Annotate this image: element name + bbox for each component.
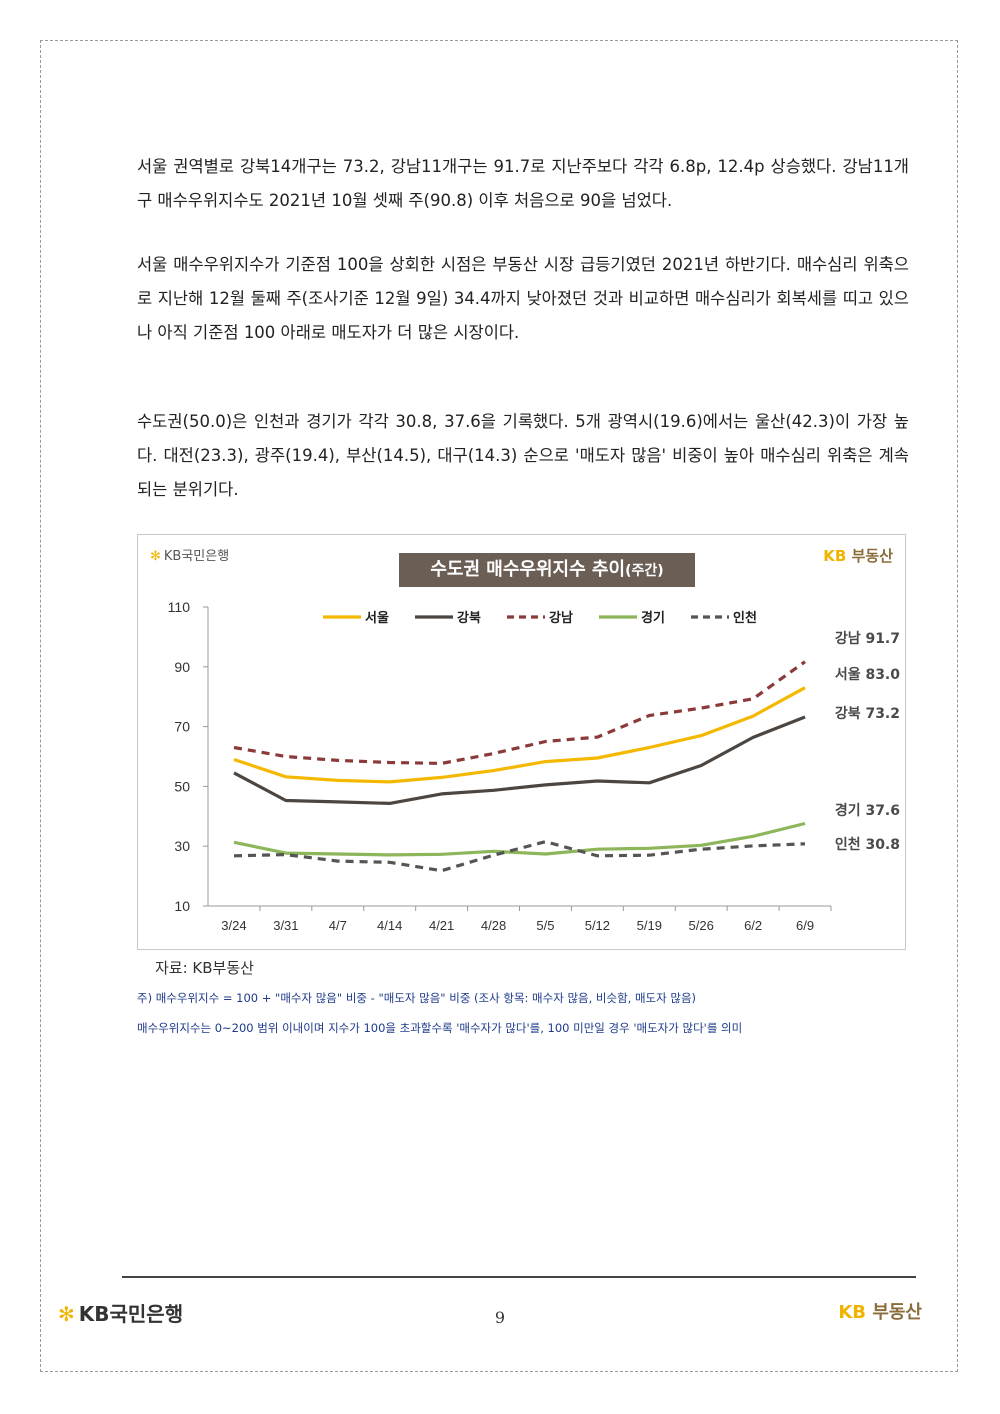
footer-kb-bank-text: KB국민은행 [78, 1302, 184, 1326]
series-line-경기 [233, 821, 806, 857]
note-line-1: 주) 매수우위지수 = 100 + "매수자 많음" 비중 - "매도자 많음"… [137, 991, 697, 1005]
x-tick-label: 4/28 [481, 918, 506, 933]
legend-label: 서울 [365, 610, 389, 626]
y-tick-label: 10 [174, 898, 190, 914]
footer-kb-bank-logo: ✻ KB국민은행 [58, 1298, 183, 1327]
body-paragraph-2: 서울 매수우위지수가 기준점 100을 상회한 시점은 부동산 시장 급등기였던… [137, 255, 909, 342]
y-tick-label: 110 [168, 599, 191, 615]
x-tick-label: 5/26 [689, 918, 714, 933]
page-frame [40, 40, 958, 1372]
footer-kb-realestate-text: 부동산 [872, 1302, 922, 1323]
x-tick-label: 3/31 [273, 918, 298, 933]
x-tick-label: 4/7 [329, 918, 347, 933]
kb-bank-logo: ✻ KB국민은행 [150, 545, 229, 564]
series-end-label: 강남 91.7 [835, 630, 900, 647]
series-end-label: 경기 37.6 [835, 802, 900, 819]
footer-divider [122, 1276, 916, 1278]
footer-kb-mark: KB [838, 1302, 867, 1323]
chart-title-main: 수도권 매수우위지수 추이 [430, 559, 626, 580]
x-tick-label: 5/5 [536, 918, 554, 933]
series-end-label: 인천 30.8 [835, 836, 900, 853]
footer-kb-star-icon: ✻ [58, 1302, 75, 1326]
line-chart: 10 30 50 70 90 110 3/24 3/31 4/7 4/14 4/21 4/28 5/5 5… [168, 599, 901, 933]
body-paragraph-1: 서울 권역별로 강북14개구는 73.2, 강남11개구는 91.7로 지난주보… [137, 157, 909, 210]
x-tick-label: 4/21 [429, 918, 454, 933]
source-caption: 자료: KB부동산 [155, 959, 254, 977]
page-number: 9 [494, 1308, 506, 1327]
y-tick-label: 90 [174, 659, 190, 675]
kb-star-icon: ✻ [150, 549, 161, 564]
chart-container: ✻ KB국민은행 KB 부동산 수도권 매수우위지수 추이(주간) 10 30 50 7… [137, 534, 906, 950]
legend-label: 인천 [733, 610, 757, 626]
kb-bank-logo-text: KB국민은행 [163, 549, 230, 564]
y-tick-label: 30 [174, 838, 190, 854]
x-tick-label: 3/24 [221, 918, 246, 933]
series-line-강북 [233, 715, 806, 805]
x-tick-label: 5/19 [637, 918, 662, 933]
legend-label: 강남 [549, 610, 573, 626]
series-end-label: 강북 73.2 [835, 705, 900, 722]
series-line-서울 [233, 686, 806, 784]
kb-realestate-logo: KB 부동산 [823, 545, 893, 566]
y-tick-label: 70 [174, 719, 190, 735]
chart-title: 수도권 매수우위지수 추이(주간) [399, 553, 695, 587]
legend-label: 경기 [641, 610, 665, 626]
legend-label: 강북 [457, 610, 481, 626]
y-tick-label: 50 [174, 778, 190, 794]
series-line-인천 [233, 840, 806, 873]
x-tick-label: 6/9 [796, 918, 814, 933]
kb-mark: KB [823, 547, 847, 565]
body-paragraph-3: 수도권(50.0)은 인천과 경기가 각각 30.8, 37.6을 기록했다. … [137, 412, 909, 499]
footer-kb-realestate-logo: KB 부동산 [838, 1298, 922, 1324]
x-tick-label: 6/2 [744, 918, 762, 933]
x-tick-label: 4/14 [377, 918, 402, 933]
series-end-label: 서울 83.0 [835, 666, 900, 683]
x-tick-label: 5/12 [585, 918, 610, 933]
chart-title-suffix: (주간) [625, 563, 664, 579]
series-line-강남 [233, 660, 806, 765]
note-line-2: 매수우위지수는 0~200 범위 이내이며 지수가 100을 초과할수록 '매수… [137, 1021, 743, 1035]
kb-realestate-text: 부동산 [851, 547, 893, 565]
